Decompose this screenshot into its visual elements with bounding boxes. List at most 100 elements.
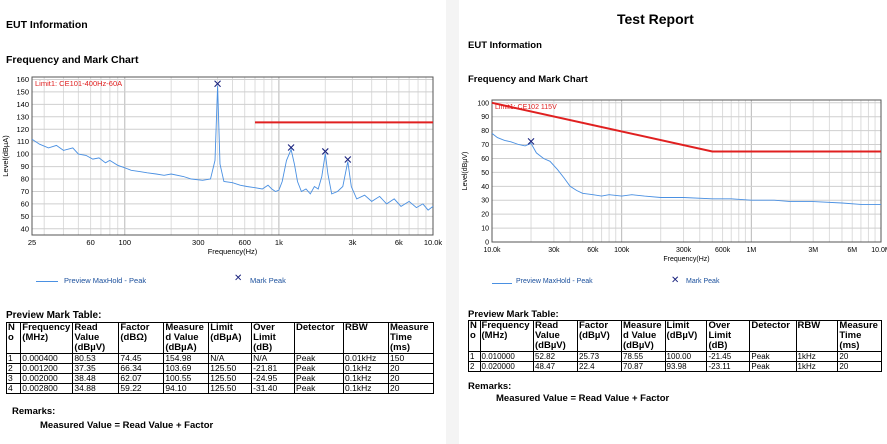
mark-peak xyxy=(287,144,295,151)
limit-label: Limit1: CE101-400Hz-60A xyxy=(35,79,122,88)
x-tick-label: 600 xyxy=(238,238,251,247)
legend-mark-icon: ✕ xyxy=(234,273,243,284)
table-cell: 1kHz xyxy=(795,351,839,362)
table-header-cell: RBW xyxy=(795,320,839,352)
x-tick-label: 30k xyxy=(548,247,560,254)
table-cell: 0.020000 xyxy=(479,361,535,372)
x-tick-label: 600k xyxy=(715,247,731,254)
frequency-mark-chart-right: 0 10 20 30 40 50 60 70 80 90 100 10.0k 30k 60k 100k 300… xyxy=(462,99,887,263)
table-cell: 80.53 xyxy=(72,353,120,364)
mark-peak xyxy=(344,156,352,163)
limit-line xyxy=(491,101,881,153)
preview-maxhold-trace xyxy=(31,85,434,211)
y-tick-label: 100 xyxy=(477,100,489,107)
preview-mark-table: N o Frequency (MHz) Read Value (dBµV) Facto… xyxy=(5,322,435,394)
preview-mark-table: N o Frequency (MHz) Read Value (dBµV) Facto… xyxy=(468,320,882,372)
report-title: Test Report xyxy=(617,11,694,27)
table-header-cell: Frequency (MHz) xyxy=(479,320,535,352)
x-tick-label: 10.0M xyxy=(871,247,887,254)
legend-trace-label: Preview MaxHold - Peak xyxy=(516,278,593,285)
y-tick-label: 160 xyxy=(16,75,29,84)
eut-information-heading: EUT Information xyxy=(6,19,88,31)
table-cell: 4 xyxy=(5,383,22,394)
mark-table-title: Preview Mark Table: xyxy=(6,310,102,321)
table-cell: 25.73 xyxy=(577,351,622,362)
table-header-cell: Factor (dBµV) xyxy=(577,320,622,352)
table-header-cell: Read Value (dBµV) xyxy=(72,322,120,354)
table-cell: 34.88 xyxy=(72,383,120,394)
table-header-cell: Measure Time (ms) xyxy=(387,322,435,354)
table-cell: 0.1kHz xyxy=(343,383,389,394)
table-header-cell: Detector xyxy=(749,320,797,352)
table-header-cell: Limit (dBµV) xyxy=(664,320,708,352)
table-row: 1 0.010000 52.82 25.73 78.55 100.00 -21.45 Peak… xyxy=(468,351,882,362)
x-tick-label: 10.0k xyxy=(483,247,501,254)
remarks-text: Measured Value = Read Value + Factor xyxy=(40,420,214,431)
legend-mark-icon: ✕ xyxy=(671,275,680,286)
table-header-cell: RBW xyxy=(343,322,389,354)
table-cell: 78.55 xyxy=(621,351,666,362)
x-tick-label: 100k xyxy=(614,247,630,254)
mark-peak xyxy=(527,137,535,145)
y-tick-label: 70 xyxy=(481,142,489,149)
table-cell: 0.002800 xyxy=(20,383,74,394)
table-cell: 125.50 xyxy=(208,373,253,384)
x-tick-label: 60 xyxy=(86,238,94,247)
y-tick-label: 150 xyxy=(16,87,29,96)
y-axis-label: Level(dBµA) xyxy=(1,135,10,177)
table-cell: 38.48 xyxy=(72,373,120,384)
y-tick-label: 20 xyxy=(481,212,489,219)
y-tick-label: 90 xyxy=(21,162,29,171)
left-report-page: EUT Information Frequency and Mark Chart… xyxy=(0,0,446,444)
limit-label: Limit1: CE102 115V xyxy=(495,104,557,111)
y-tick-label: 90 xyxy=(481,114,489,121)
table-cell: 0.01kHz xyxy=(343,353,389,364)
table-cell: 125.50 xyxy=(208,383,253,394)
table-row: 4 0.002800 34.88 59.22 94.10 125.50 -31.40 Peak… xyxy=(5,383,435,394)
table-header-cell: Measure d Value (dBµA) xyxy=(163,322,210,354)
remarks-title: Remarks: xyxy=(468,381,512,392)
x-axis-label: Frequency(Hz) xyxy=(663,256,709,263)
table-cell: 2 xyxy=(5,363,22,374)
preview-maxhold-trace xyxy=(491,133,881,205)
x-tick-label: 300 xyxy=(192,238,205,247)
x-tick-label: 6M xyxy=(847,247,857,254)
y-tick-label: 40 xyxy=(21,224,29,233)
table-cell: 0.000400 xyxy=(20,353,74,364)
frequency-chart-heading: Frequency and Mark Chart xyxy=(468,74,588,85)
x-tick-label: 6k xyxy=(395,238,403,247)
frequency-mark-chart-left: 40 50 60 70 80 90 100 110 120 130 140 150 160 25 60 100… xyxy=(1,75,442,256)
legend-trace-label: Preview MaxHold - Peak xyxy=(64,276,147,285)
table-header-cell: Measure Time (ms) xyxy=(837,320,882,352)
table-cell: 150 xyxy=(387,353,435,364)
table-cell: 0.1kHz xyxy=(343,373,389,384)
table-header-cell: N o xyxy=(468,320,481,352)
y-tick-label: 60 xyxy=(481,156,489,163)
y-tick-label: 70 xyxy=(21,187,29,196)
table-cell: 1kHz xyxy=(795,361,839,372)
y-tick-label: 140 xyxy=(16,100,29,109)
table-cell: Peak xyxy=(294,383,345,394)
y-tick-label: 40 xyxy=(481,184,489,191)
table-cell: 62.07 xyxy=(118,373,165,384)
table-cell: 20 xyxy=(387,363,435,374)
x-tick-label: 60k xyxy=(587,247,599,254)
table-cell: 0.002000 xyxy=(20,373,74,384)
table-cell: -21.81 xyxy=(251,363,296,374)
legend-mark-label: Mark Peak xyxy=(250,276,286,285)
y-tick-label: 130 xyxy=(16,112,29,121)
table-cell: 1 xyxy=(468,351,481,362)
table-cell: Peak xyxy=(294,353,345,364)
remarks-text: Measured Value = Read Value + Factor xyxy=(496,393,670,404)
table-cell: 103.69 xyxy=(163,363,210,374)
table-cell: 74.45 xyxy=(118,353,165,364)
table-cell: 0.010000 xyxy=(479,351,535,362)
table-cell: 3 xyxy=(5,373,22,384)
table-cell: 2 xyxy=(468,361,481,372)
table-cell: Peak xyxy=(749,351,797,362)
legend-mark-label: Mark Peak xyxy=(686,278,720,285)
mark-peak xyxy=(321,148,329,155)
table-cell: 20 xyxy=(837,351,882,362)
y-tick-label: 50 xyxy=(21,212,29,221)
table-cell: N/A xyxy=(251,353,296,364)
